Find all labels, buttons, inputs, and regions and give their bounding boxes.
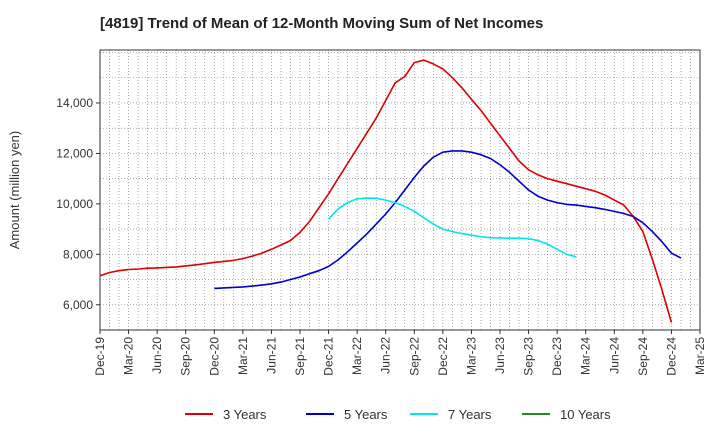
y-tick-label: 12,000	[56, 146, 93, 160]
legend-label: 5 Years	[344, 407, 388, 422]
plot-background	[100, 50, 700, 330]
x-tick-label: Mar-20	[122, 337, 136, 375]
x-tick-label: Jun-22	[379, 337, 393, 374]
x-tick-label: Sep-21	[293, 337, 307, 376]
series-line-1	[99, 59, 673, 323]
x-tick-label: Sep-20	[179, 337, 193, 376]
x-tick-label: Jun-20	[150, 337, 164, 374]
series-line-2	[214, 150, 682, 290]
legend: 3 Years 5 Years 7 Years 10 Years	[185, 407, 611, 422]
y-axis: 6,000 8,000 10,000 12,000 14,000	[56, 96, 100, 312]
legend-label: 10 Years	[560, 407, 611, 422]
plot-frame	[99, 49, 701, 331]
x-tick-label: Dec-21	[322, 337, 336, 376]
x-tick-label: Sep-23	[522, 337, 536, 376]
x-tick-label: Sep-22	[407, 337, 421, 376]
x-tick-label: Mar-22	[350, 337, 364, 375]
y-tick-label: 10,000	[56, 197, 93, 211]
y-tick-label: 8,000	[63, 247, 93, 261]
x-tick-label: Mar-21	[236, 337, 250, 375]
x-tick-label: Mar-25	[693, 337, 707, 375]
x-tick-label: Dec-23	[550, 337, 564, 376]
x-tick-label: Jun-23	[493, 337, 507, 374]
x-tick-label: Dec-24	[664, 337, 678, 376]
x-tick-label: Dec-19	[93, 337, 107, 376]
legend-label: 3 Years	[223, 407, 267, 422]
y-tick-label: 6,000	[63, 298, 93, 312]
y-tick-label: 14,000	[56, 96, 93, 110]
y-axis-label: Amount (million yen)	[7, 131, 22, 250]
x-tick-label: Jun-24	[607, 337, 621, 374]
x-tick-label: Jun-21	[264, 337, 278, 374]
series-lines	[99, 59, 682, 323]
x-axis: Dec-19 Mar-20 Jun-20 Sep-20 Dec-20 Mar-21 Jun-…	[93, 330, 707, 376]
series-line-3	[328, 197, 577, 258]
x-tick-label: Dec-20	[207, 337, 221, 376]
x-tick-label: Mar-24	[579, 337, 593, 375]
x-tick-label: Sep-24	[636, 337, 650, 376]
legend-label: 7 Years	[448, 407, 492, 422]
x-tick-label: Dec-22	[436, 337, 450, 376]
x-tick-label: Mar-23	[464, 337, 478, 375]
chart-title: [4819] Trend of Mean of 12-Month Moving …	[100, 15, 544, 32]
